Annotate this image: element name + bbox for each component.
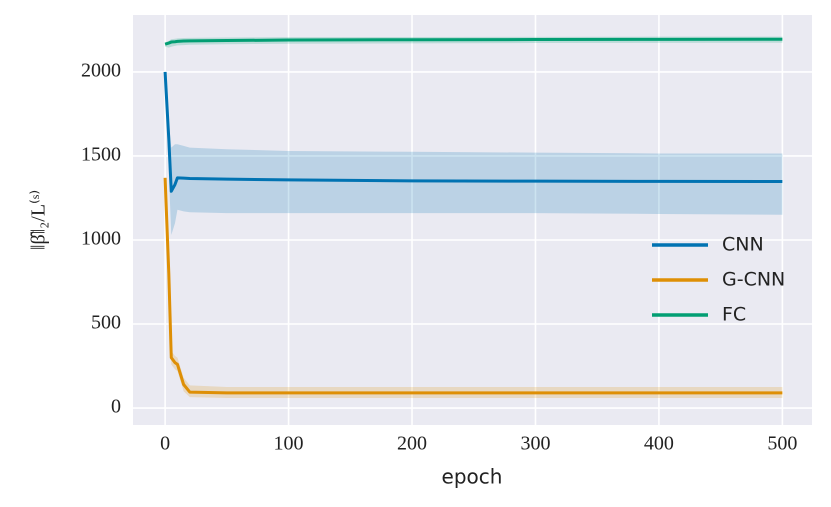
series-line [163, 177, 783, 395]
legend-label: FC [722, 304, 746, 326]
x-tick-label: 0 [160, 433, 170, 455]
series-line [163, 71, 783, 193]
y-axis-label: ‖β̂‖₂/L⁽ˢ⁾ [28, 190, 50, 250]
x-tick-label: 500 [767, 433, 797, 455]
y-tick-label: 2000 [81, 60, 121, 82]
x-axis-label: epoch [442, 465, 503, 489]
series-line [164, 37, 783, 46]
y-tick-label: 0 [111, 396, 121, 418]
x-tick-label: 400 [644, 433, 674, 455]
legend-label: CNN [722, 234, 764, 256]
x-tick-label: 100 [274, 433, 304, 455]
x-tick-label: 300 [520, 433, 550, 455]
y-tick-label: 1000 [81, 228, 121, 250]
legend-label: G-CNN [722, 269, 785, 291]
y-tick-label: 1500 [81, 144, 121, 166]
plot-area [133, 15, 812, 425]
y-tick-label: 500 [91, 312, 121, 334]
x-tick-label: 200 [397, 433, 427, 455]
error-band [165, 71, 783, 235]
